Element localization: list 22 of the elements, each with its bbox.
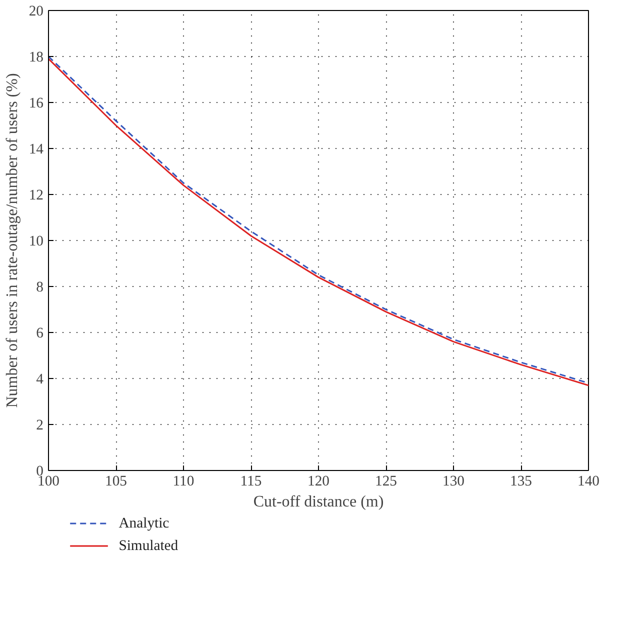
x-tick-label: 140 (578, 474, 600, 490)
x-axis-title: Cut-off distance (m) (253, 494, 384, 510)
x-tick-label: 130 (442, 474, 464, 490)
y-tick-label: 20 (28, 4, 44, 20)
x-tick-label: 105 (105, 474, 127, 490)
legend-label: Analytic (118, 516, 170, 532)
y-tick-label: 14 (28, 142, 44, 158)
x-tick-label: 120 (308, 474, 330, 490)
y-axis-title: Number of users in rate-outage/number of users (%) (4, 73, 21, 408)
y-tick-label: 2 (36, 418, 44, 434)
y-tick-label: 12 (28, 188, 44, 204)
y-tick-label: 8 (36, 280, 44, 296)
x-tick-label: 135 (510, 474, 532, 490)
y-tick-label: 10 (28, 234, 44, 250)
y-tick-label: 6 (36, 326, 44, 342)
y-tick-label: 4 (36, 372, 44, 388)
x-tick-label: 125 (375, 474, 397, 490)
y-tick-label: 16 (28, 96, 44, 112)
legend-label: Simulated (118, 538, 179, 554)
y-tick-label: 18 (28, 50, 44, 66)
x-tick-label: 110 (172, 474, 194, 490)
x-tick-label: 115 (240, 474, 262, 490)
